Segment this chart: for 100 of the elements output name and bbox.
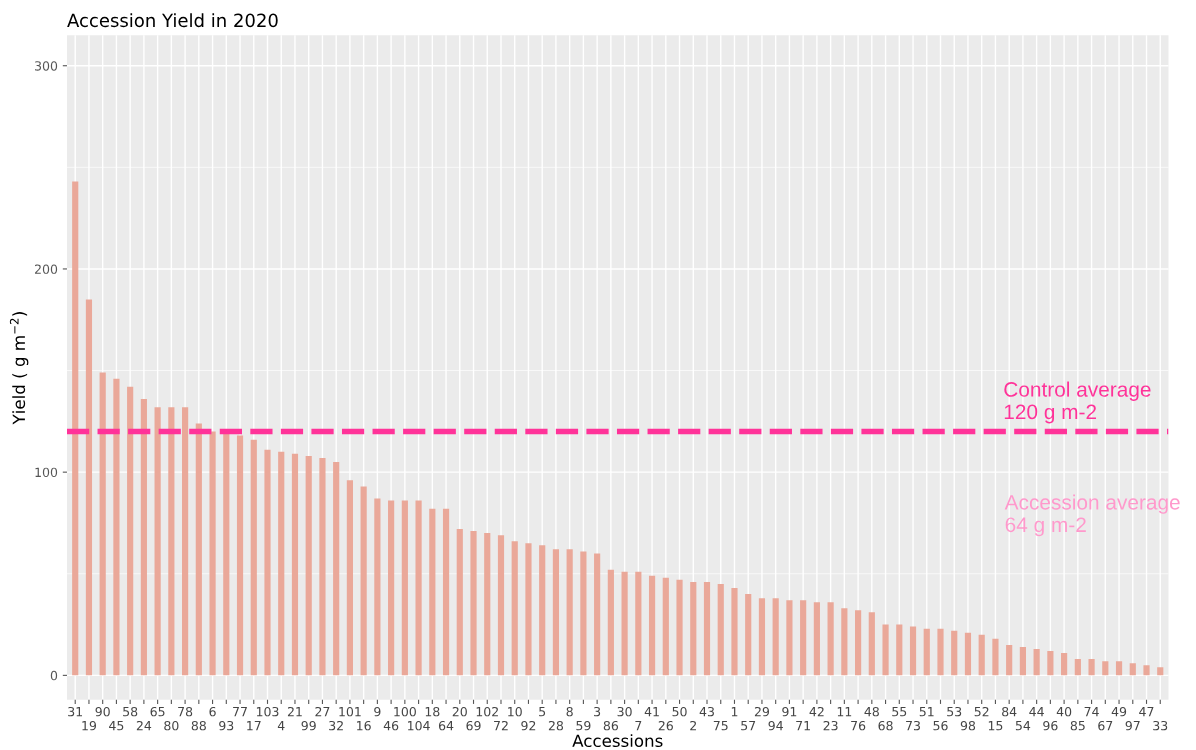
bar (717, 583, 724, 676)
bar (937, 628, 944, 676)
x-tick-label: 46 (383, 720, 399, 731)
bar (800, 600, 807, 676)
x-tick-label: 2 (690, 720, 696, 731)
bar (621, 571, 628, 676)
x-tick-label: 96 (1043, 720, 1058, 731)
x-tick-label: 93 (219, 720, 234, 731)
x-tick-label: 65 (150, 706, 165, 717)
x-tick-label: 56 (933, 720, 948, 731)
bar (662, 577, 669, 676)
bar (72, 181, 79, 676)
bar (909, 626, 917, 676)
bar (264, 449, 271, 676)
bar (470, 531, 477, 676)
bar (250, 439, 257, 676)
bar (195, 423, 202, 676)
x-tick-label: 75 (713, 721, 728, 731)
x-tick-label: 103 (256, 706, 279, 717)
x-tick-label: 9 (374, 706, 381, 717)
x-tick-label: 49 (1111, 706, 1127, 717)
bar (745, 594, 752, 676)
y-tick-label: 200 (35, 264, 58, 274)
bar (305, 455, 312, 676)
bar (539, 545, 546, 676)
x-tick-label: 67 (1098, 720, 1113, 731)
x-tick-label: 31 (68, 706, 83, 717)
x-tick-label: 8 (566, 706, 573, 717)
x-tick-label: 44 (1029, 707, 1044, 717)
bar (456, 529, 463, 676)
x-tick-label: 84 (1002, 706, 1017, 717)
x-tick-label: 92 (521, 720, 536, 731)
bar (1129, 663, 1136, 676)
bar (511, 541, 518, 676)
bar (896, 624, 903, 676)
y-tick-label: 300 (35, 61, 58, 71)
x-tick-label: 88 (191, 720, 206, 731)
bar (607, 569, 614, 676)
x-tick-label: 76 (851, 720, 866, 731)
x-tick-label: 99 (301, 720, 316, 731)
x-tick-label: 4 (277, 721, 285, 731)
x-tick-label: 5 (539, 707, 546, 717)
x-tick-label: 80 (164, 720, 179, 731)
bar (827, 602, 834, 676)
x-tick-label: 30 (617, 706, 632, 717)
x-tick-label: 11 (837, 707, 852, 717)
x-tick-label: 72 (494, 720, 508, 731)
y-tick-label: 100 (35, 467, 58, 478)
x-tick-label: 59 (576, 720, 591, 731)
bar (758, 598, 766, 676)
x-tick-label: 90 (95, 706, 110, 717)
bar (333, 461, 340, 676)
x-tick-label: 28 (548, 720, 564, 731)
bar (497, 535, 505, 676)
x-tick-label: 15 (988, 721, 1003, 731)
bar (140, 399, 147, 676)
bar (978, 634, 985, 676)
x-tick-label: 78 (178, 706, 193, 717)
bar (580, 551, 587, 676)
bar (209, 431, 216, 676)
bar (388, 500, 395, 676)
bar (429, 508, 436, 676)
x-tick-label: 100 (394, 706, 416, 717)
annotation: Accession average 64 g m-2 (1004, 494, 1180, 537)
bar (1115, 661, 1123, 676)
bar (676, 579, 683, 676)
bar (1088, 659, 1095, 676)
ref-line-label: Control average 120 g m-2 (1004, 381, 1151, 424)
bar (525, 543, 532, 676)
y-tick-label: 0 (50, 670, 58, 681)
y-axis-title: Yield ( g m$^{−2}$) (9, 312, 29, 425)
x-tick-label: 23 (823, 720, 838, 731)
x-tick-label: 98 (960, 720, 976, 731)
x-tick-label: 42 (809, 706, 824, 717)
bar (1033, 648, 1040, 676)
bar (868, 612, 875, 676)
bar (360, 486, 367, 676)
x-tick-label: 91 (782, 706, 797, 717)
x-tick-label: 29 (754, 706, 770, 717)
x-tick-label: 33 (1153, 720, 1168, 731)
bar (786, 600, 793, 676)
x-tick-label: 85 (1070, 720, 1085, 731)
x-tick-label: 64 (438, 720, 454, 731)
x-tick-label: 6 (209, 706, 216, 717)
bar (127, 386, 134, 676)
bar (1006, 644, 1013, 676)
x-tick-label: 74 (1084, 707, 1099, 717)
x-tick-label: 57 (741, 721, 756, 731)
x-tick-label: 20 (452, 706, 467, 717)
bar (731, 587, 738, 676)
bar (1019, 646, 1026, 676)
x-tick-label: 53 (947, 706, 962, 717)
bar (182, 407, 189, 676)
x-tick-label: 52 (974, 706, 989, 717)
bar (594, 553, 601, 676)
x-tick-label: 102 (476, 706, 498, 717)
x-tick-label: 97 (1125, 720, 1140, 731)
bar (813, 602, 820, 676)
bar (992, 638, 999, 676)
x-tick-label: 17 (247, 721, 261, 731)
